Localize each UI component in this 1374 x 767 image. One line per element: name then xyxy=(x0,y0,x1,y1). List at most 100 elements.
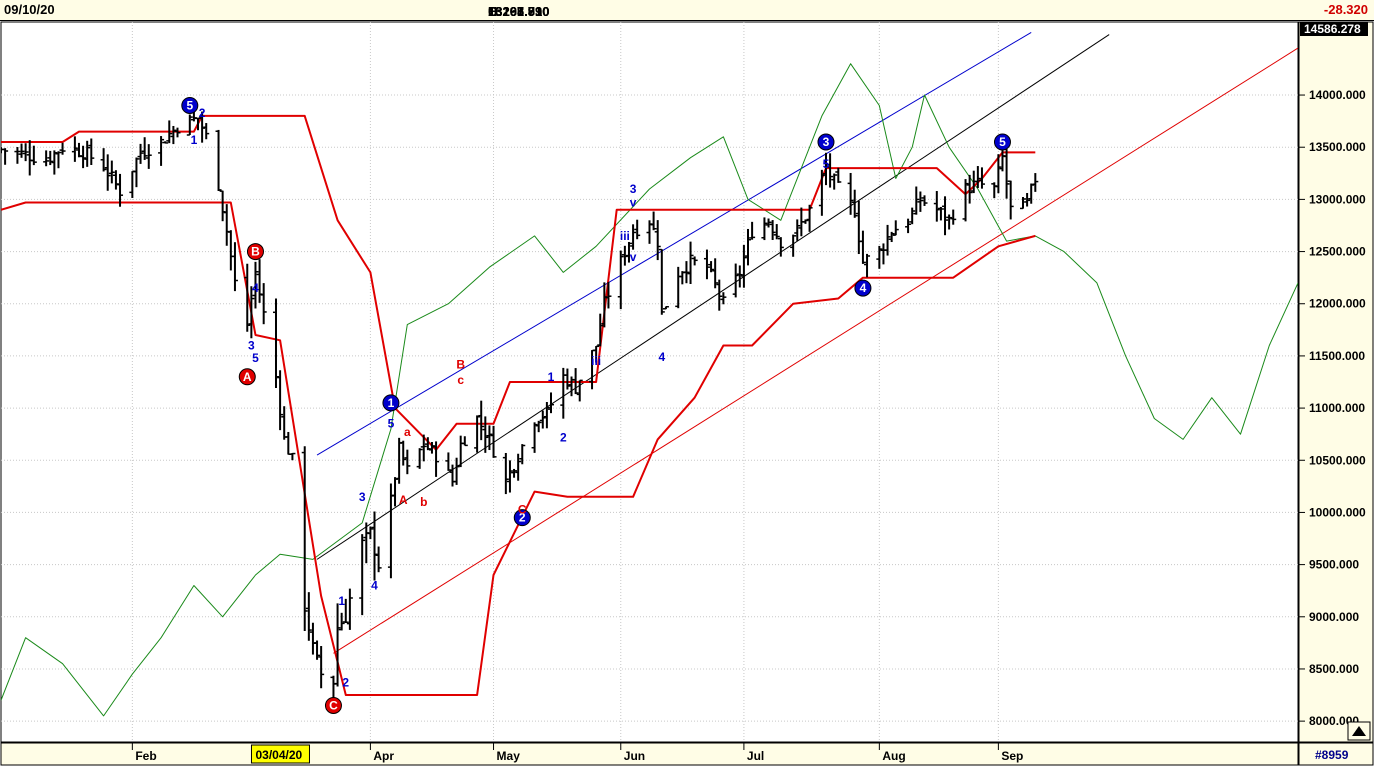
wave-label: v xyxy=(630,196,637,210)
ohlc-bar xyxy=(272,298,279,389)
y-tick-label: 13500.000 xyxy=(1309,140,1366,154)
ohlc-bar xyxy=(683,261,690,284)
ohlc-bar xyxy=(248,286,255,339)
ohlc-bar xyxy=(597,313,604,347)
ohlc-bar xyxy=(137,143,144,164)
ohlc-bar xyxy=(359,534,366,616)
ohlc-bar xyxy=(100,148,107,172)
ohlc-bar xyxy=(909,207,916,225)
ohlc-bar xyxy=(851,189,858,218)
wave-label: 2 xyxy=(199,106,206,120)
open-value: 13265.510 xyxy=(488,4,550,19)
wave-label: A xyxy=(399,493,408,507)
chart-series xyxy=(1,32,1298,717)
ohlc-bar xyxy=(199,111,206,143)
high-value: 13297.710 xyxy=(488,4,550,19)
y-tick-label: 14000.000 xyxy=(1309,88,1366,102)
ohlc-bar xyxy=(108,160,115,184)
month-label: Sep xyxy=(1001,749,1023,763)
ohlc-bar xyxy=(769,220,776,240)
y-tick-label: 12000.000 xyxy=(1309,297,1366,311)
low-label: L: xyxy=(488,4,501,19)
ohlc-bar xyxy=(80,145,87,169)
ohlc-bar xyxy=(658,248,665,315)
ohlc-bar xyxy=(117,173,124,207)
ohlc-bar xyxy=(453,457,460,485)
ohlc-bar xyxy=(215,129,222,191)
ohlc-bar xyxy=(835,167,842,183)
ohlc-bar xyxy=(305,592,312,641)
ohlc-bar xyxy=(827,153,834,188)
ohlc-bar xyxy=(404,449,411,475)
ohlc-bar xyxy=(864,253,871,278)
ohlc-bar xyxy=(482,416,489,453)
y-tick-label: 8500.000 xyxy=(1309,662,1359,676)
ohlc-bar xyxy=(765,218,772,228)
y-tick-label: 10500.000 xyxy=(1309,453,1366,467)
wave-label: 4 xyxy=(371,578,378,592)
ohlc-bar xyxy=(777,237,784,257)
low-value: 13161.930 xyxy=(488,4,550,19)
ohlc-bar xyxy=(474,415,481,453)
ohlc-bar xyxy=(687,241,694,285)
ohlc-bar xyxy=(662,305,669,310)
y-scroll-up-button[interactable] xyxy=(1347,721,1371,741)
wave-label: iii xyxy=(591,354,601,368)
ohlc-bar xyxy=(133,157,140,188)
ohlc-bar xyxy=(490,425,497,458)
wave-label-circle: C xyxy=(324,696,342,714)
y-tick-label: 12500.000 xyxy=(1309,245,1366,259)
wave-label-circle: 5 xyxy=(993,133,1011,151)
ohlc-bar xyxy=(691,256,698,266)
last-value-label: 14586.278 xyxy=(1304,22,1361,36)
ohlc-bar xyxy=(244,263,251,332)
wave-label: 1 xyxy=(191,133,198,147)
ohlc-bar xyxy=(740,244,747,288)
ohlc-bar xyxy=(195,117,202,131)
wave-label-circle-text: C xyxy=(329,698,338,712)
ohlc-bar xyxy=(946,214,953,230)
symbol-id-box xyxy=(1298,742,1374,766)
lower-channel-line xyxy=(333,47,1298,654)
wave-label-circle: 5 xyxy=(181,96,199,114)
quote-date: 09/10/20 xyxy=(4,2,55,17)
ohlc-bar xyxy=(1007,180,1014,220)
wave-label: b xyxy=(420,495,427,509)
ohlc-bar xyxy=(942,196,949,236)
mid-channel-line xyxy=(316,34,1110,560)
last-value-box xyxy=(1300,22,1368,36)
ohlc-bar xyxy=(921,195,928,206)
ohlc-bar xyxy=(576,379,583,402)
net-change: -28.320 xyxy=(1323,2,1368,17)
ohlc-bar xyxy=(531,422,538,453)
month-label: Feb xyxy=(135,749,156,763)
ohlc-bar xyxy=(30,145,37,166)
close-label: C: xyxy=(488,4,502,19)
wave-label: c xyxy=(457,373,464,387)
ohlc-bar xyxy=(962,179,969,222)
ohlc-bar xyxy=(511,468,518,478)
cursor-date-label: 03/04/20 xyxy=(255,748,302,762)
wave-label: 4 xyxy=(252,281,259,295)
ohlc-bar xyxy=(219,190,226,222)
month-label: Apr xyxy=(373,749,394,763)
ohlc-bar xyxy=(47,150,54,166)
wave-label: 5 xyxy=(823,157,830,171)
ohlc-bar xyxy=(43,150,50,167)
ohlc-bar xyxy=(88,138,95,166)
ohlc-bar xyxy=(506,460,513,493)
ohlc-bar xyxy=(712,258,719,289)
ohlc-bar xyxy=(371,511,378,581)
ohlc-bar xyxy=(104,154,111,191)
ohlc-bar xyxy=(277,370,284,431)
ohlc-bar xyxy=(338,612,345,631)
plot-area[interactable] xyxy=(0,21,1299,743)
month-label: May xyxy=(497,749,521,763)
ohlc-bar xyxy=(564,368,571,390)
ohlc-bar xyxy=(59,142,66,155)
ohlc-bar xyxy=(822,152,829,186)
high-label: H: xyxy=(488,4,502,19)
ohlc-bar xyxy=(749,221,756,240)
ohlc-bar xyxy=(252,261,259,309)
